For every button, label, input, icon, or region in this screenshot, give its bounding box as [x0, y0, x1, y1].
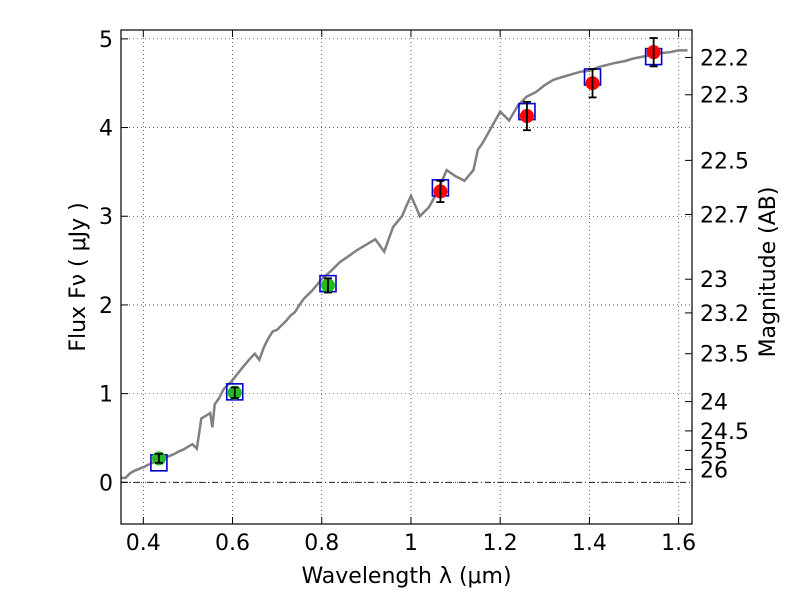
x-tick-label: 0.8 [304, 531, 339, 556]
x-tick-label: 0.6 [215, 531, 250, 556]
axis-ticks: 0.4 0.6 0.8 1 1.2 1.4 1.601234522.222.322.522.… [99, 28, 749, 556]
y2-tick-label: 24.5 [700, 420, 749, 445]
y2-tick-label: 26 [700, 458, 728, 483]
y-tick-label: 0 [99, 471, 113, 496]
x-tick-label: 1.6 [661, 531, 696, 556]
y2-tick-label: 22.5 [700, 149, 749, 174]
y-tick-label: 2 [99, 294, 113, 319]
y2-tick-label: 23 [700, 268, 728, 293]
grid-lines [121, 30, 692, 524]
y2-tick-label: 24 [700, 391, 728, 416]
x-tick-label: 1 [404, 531, 418, 556]
y2-tick-label: 22.2 [700, 46, 749, 71]
plot-frame [120, 29, 693, 525]
y2-tick-label: 23.2 [700, 302, 749, 327]
x-tick-label: 1.2 [483, 531, 518, 556]
y2-axis-label: Magnitude (AB) [756, 187, 781, 358]
y-tick-label: 3 [99, 205, 113, 230]
y2-tick-label: 25 [700, 439, 728, 464]
x-tick-label: 1.4 [572, 531, 607, 556]
x-tick-label: 0.4 [126, 531, 161, 556]
y-tick-label: 4 [99, 117, 113, 142]
y2-tick-label: 22.3 [700, 84, 749, 109]
y2-tick-label: 22.7 [700, 203, 749, 228]
data-marks [150, 37, 663, 472]
y2-tick-label: 23.5 [700, 343, 749, 368]
x-axis-label: Wavelength λ (μm) [301, 564, 511, 589]
model-photometry-square [225, 383, 244, 401]
model-spectrum-line [121, 49, 688, 480]
y-tick-label: 5 [99, 28, 113, 53]
y-tick-label: 1 [99, 383, 113, 408]
y-axis-label: Flux Fν ( μJy ) [66, 202, 91, 351]
